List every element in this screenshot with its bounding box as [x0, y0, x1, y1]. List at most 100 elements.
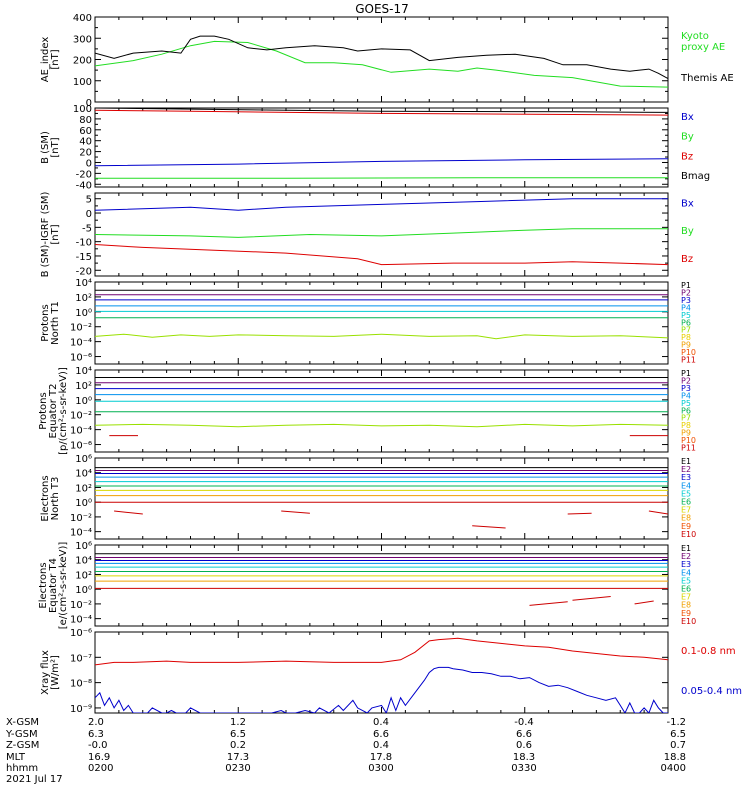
y-tick-label: 10⁻⁷	[70, 653, 92, 664]
legend-entry: P3	[681, 384, 691, 393]
y-tick-label: 10⁴	[75, 556, 92, 567]
plot-title: GOES-17	[355, 2, 409, 16]
legend-entry: E8	[681, 601, 691, 610]
legend-entry: P11	[681, 356, 696, 365]
y-tick-label: 10⁴	[75, 366, 92, 377]
legend-entry: E9	[681, 522, 691, 531]
legend-entry: E1	[681, 544, 691, 553]
legend-entry: E4	[681, 568, 691, 577]
legend-entry: Bz	[681, 254, 693, 265]
series-line-e10	[572, 596, 611, 601]
series-line-bz	[95, 109, 668, 116]
legend-entry: Bmag	[681, 171, 710, 182]
legend-entry: P4	[681, 303, 691, 312]
legend-entry: E5	[681, 576, 691, 585]
y-tick-label: 10⁻⁶	[70, 353, 92, 364]
orbit-value: 0.4	[373, 717, 389, 728]
legend-entry: By	[681, 226, 694, 237]
legend-entry: P7	[681, 414, 691, 423]
plot-frame	[94, 192, 669, 277]
legend-entry: Bx	[681, 112, 694, 123]
orbit-row-label: MLT	[6, 752, 26, 763]
y-tick-label: 400	[73, 13, 92, 24]
y-tick-label: 100	[73, 77, 92, 88]
legend-entry: E1	[681, 457, 691, 466]
legend-entry: P7	[681, 326, 691, 335]
y-tick-label: 10⁻²	[70, 513, 92, 524]
y-tick-label: 10⁴	[75, 469, 92, 480]
y-axis-label: Equator T2	[48, 384, 59, 439]
y-axis-label: AE_index	[40, 37, 51, 83]
y-tick-label: 10²	[75, 483, 92, 494]
legend-entry: Bz	[681, 151, 693, 162]
orbit-value: -1.2	[666, 717, 686, 728]
legend-entry: By	[681, 132, 694, 143]
orbit-value: 6.5	[230, 729, 246, 740]
y-tick-label: 10⁻⁴	[70, 426, 92, 437]
series-line-kyoto-proxy-ae	[95, 40, 668, 88]
legend-entry: P5	[681, 311, 691, 320]
legend-entry: E8	[681, 514, 691, 523]
y-tick-label: -15	[76, 252, 92, 263]
orbit-value: 6.6	[373, 729, 389, 740]
y-tick-label: 10⁻⁴	[70, 528, 92, 539]
legend-entry: P9	[681, 429, 691, 438]
y-tick-label: 10⁻⁴	[70, 615, 92, 626]
y-tick-label: 0	[86, 209, 92, 220]
y-tick-label: 10⁻⁶	[70, 628, 92, 639]
orbit-row-label: hhmm	[6, 763, 38, 774]
orbit-value: 2.0	[88, 717, 104, 728]
y-tick-label: 10⁻²	[70, 411, 92, 422]
y-tick-label: 10⁻⁹	[70, 704, 92, 715]
y-tick-label: 10⁻²	[70, 323, 92, 334]
legend-entry: E7	[681, 593, 691, 602]
y-axis-label: [p/(cm²-s-sr-keV)]	[58, 367, 69, 455]
y-tick-label: -5	[82, 223, 92, 234]
panel-7: 10⁶ 10⁴ 10² 10⁰ 10⁻² 10⁻⁴ Electrons Equator T4[…	[38, 541, 696, 629]
legend-entry: E2	[681, 465, 691, 474]
legend-entry: P1	[681, 281, 691, 290]
orbit-value: 0200	[88, 763, 113, 774]
orbit-row-label: X-GSM	[6, 717, 39, 728]
legend-entry: E10	[681, 530, 696, 539]
series-line-e10	[529, 601, 568, 606]
y-tick-label: 100	[73, 104, 92, 115]
orbit-value: -0.4	[514, 717, 534, 728]
panel-8: 10⁻⁹ 10⁻⁸ 10⁻⁷ 10⁻⁶ Xray flux [W/m²] 0.1-0.8 n…	[40, 628, 742, 715]
legend-entry: Kyoto	[681, 31, 709, 42]
panel-5: 10⁴ 10² 10⁰ 10⁻² 10⁻⁴ 10⁻⁶ Protons Equator T2 [p…	[38, 366, 696, 455]
orbit-value: 0.4	[373, 740, 389, 751]
y-tick-label: 10⁻⁶	[70, 441, 92, 452]
legend-entry: P11	[681, 444, 696, 453]
legend-entry: Themis AE	[680, 73, 734, 84]
legend-entry: E9	[681, 609, 691, 618]
legend-entry: P2	[681, 376, 691, 385]
series-line-by	[95, 228, 668, 238]
series-line-by	[95, 177, 668, 179]
y-tick-label: 10⁶	[75, 541, 92, 552]
legend-entry: P9	[681, 341, 691, 350]
y-axis-label: [nT]	[50, 137, 61, 157]
orbit-value: 0300	[368, 763, 393, 774]
panel-4: 10⁴ 10² 10⁰ 10⁻² 10⁻⁴ 10⁻⁶ Protons North T1 P1P2…	[40, 278, 696, 365]
orbit-row-label: Z-GSM	[6, 740, 39, 751]
y-tick-label: 0	[86, 98, 92, 109]
y-axis-label: B (SM)	[40, 131, 51, 164]
y-tick-label: 40	[79, 137, 92, 148]
y-tick-label: 60	[79, 126, 92, 137]
series-line-p7	[95, 333, 668, 340]
y-tick-label: 10⁰	[75, 396, 92, 407]
legend-entry: P5	[681, 399, 691, 408]
y-tick-label: -10	[76, 238, 92, 249]
orbit-value: 0400	[661, 763, 686, 774]
legend-entry: E7	[681, 506, 691, 515]
y-tick-label: 10⁻⁸	[70, 679, 92, 690]
legend-entry: P6	[681, 318, 691, 327]
y-tick-label: -20	[76, 266, 92, 277]
series-line-bx	[95, 198, 668, 211]
y-axis-label: [nT]	[50, 224, 61, 244]
orbit-value: 0330	[511, 763, 536, 774]
y-axis-label: Electrons	[38, 562, 49, 608]
y-axis-label: Equator T4	[48, 558, 59, 613]
